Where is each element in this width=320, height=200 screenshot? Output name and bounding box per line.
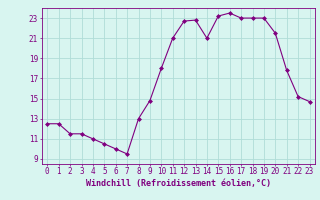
X-axis label: Windchill (Refroidissement éolien,°C): Windchill (Refroidissement éolien,°C) xyxy=(86,179,271,188)
